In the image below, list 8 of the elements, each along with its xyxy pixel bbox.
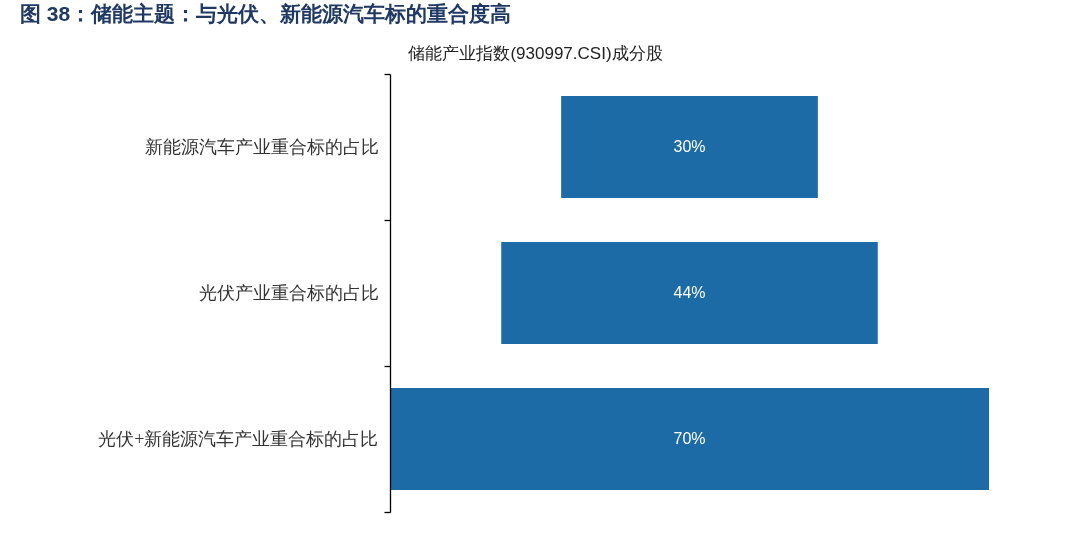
category-label: 光伏产业重合标的占比 <box>198 282 379 303</box>
data-label: 70% <box>673 430 706 447</box>
category-label: 光伏+新能源汽车产业重合标的占比 <box>98 428 379 449</box>
data-label: 44% <box>673 284 706 301</box>
text: 储能产业指数(930997.CSI)成分股 <box>408 43 663 63</box>
category-label: 新能源汽车产业重合标的占比 <box>144 136 379 157</box>
text: 图 38：储能主题：与光伏、新能源汽车标的重合度高 <box>20 2 512 25</box>
data-label: 30% <box>673 138 706 155</box>
